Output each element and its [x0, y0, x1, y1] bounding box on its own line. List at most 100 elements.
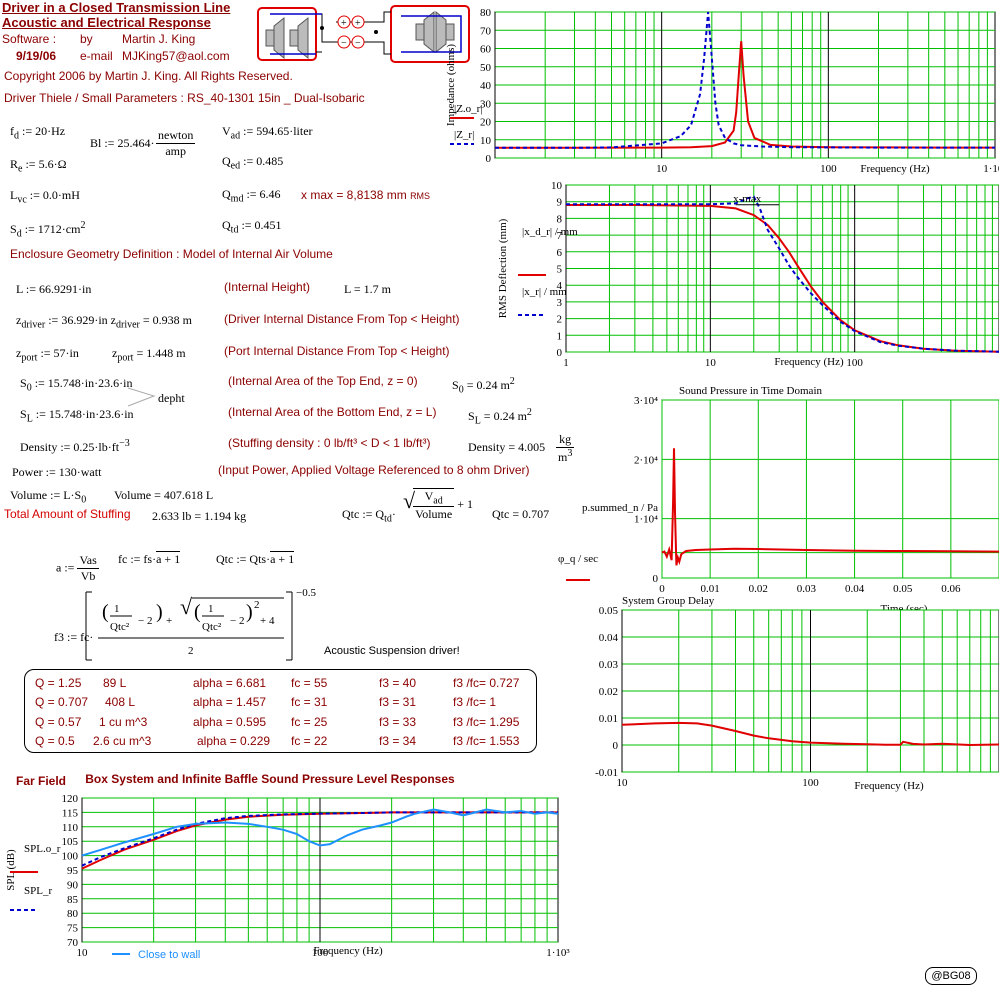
- param-re: Re := 5.6·Ω: [10, 157, 67, 175]
- cell-ratio: f3 /fc= 1.295: [453, 715, 520, 729]
- x-axis-label: Frequency (Hz): [854, 780, 924, 792]
- svg-text:+: +: [355, 18, 361, 29]
- y-axis-label: φ_q / sec: [558, 553, 598, 565]
- param-bl: Bl := 25.464·: [90, 136, 155, 150]
- y-tick-label: 95: [67, 865, 79, 877]
- cell-f3: f3 = 40: [379, 676, 417, 690]
- param-qtd: Qtd := 0.451: [222, 218, 282, 236]
- y-tick-label: 70: [67, 937, 79, 949]
- x-tick-label: 100: [846, 357, 863, 369]
- formula-fc: fc := fs·a + 1: [118, 551, 181, 566]
- stuffing-value: 2.633 lb = 1.194 kg: [152, 509, 247, 523]
- qtc-sqrt: √ Vad Volume + 1: [403, 488, 473, 522]
- x-tick-label: 1·10³: [546, 947, 570, 959]
- y-tick-label: 3·10⁴: [634, 395, 658, 407]
- table-row: Q = 1.25 89 L alpha = 6.681 fc = 55 f3 =…: [25, 676, 536, 694]
- series-line: [81, 811, 558, 867]
- legend-label: Close to wall: [138, 949, 200, 961]
- desc-S0: (Internal Area of the Top End, z = 0): [228, 374, 418, 388]
- software-label: Software :: [2, 32, 57, 46]
- cell-q: Q = 0.5: [35, 734, 75, 748]
- def-S0: S0 := 15.748·in·23.6·in: [20, 376, 133, 394]
- cell-f3: f3 = 34: [379, 734, 417, 748]
- legend-label: SPL.o_r: [24, 843, 61, 855]
- svg-text:Qtc²: Qtc²: [202, 621, 222, 633]
- x-tick-label: 10: [656, 163, 668, 175]
- svg-text:Qtc²: Qtc²: [110, 621, 130, 633]
- by-label: by: [80, 32, 93, 46]
- formula-a: a := Vas Vb: [56, 553, 99, 583]
- depth-note: depht: [158, 391, 185, 405]
- qtc-value: Qtc = 0.707: [492, 507, 550, 521]
- y-tick-label: 0.01: [599, 713, 618, 725]
- y-tick-label: 1: [557, 330, 563, 342]
- y-tick-label: 100: [62, 851, 79, 863]
- legend-label: |Z_r|: [454, 129, 474, 141]
- y-axis-label: RMS Deflection (mm): [497, 218, 509, 318]
- val-SL: SL = 0.24 m2: [468, 407, 532, 427]
- y-tick-label: 20: [480, 117, 492, 129]
- chart-title: System Group Delay: [622, 595, 715, 607]
- y-tick-label: 40: [480, 80, 492, 92]
- cell-q: Q = 1.25: [35, 676, 82, 690]
- y-tick-label: 1·10⁴: [634, 514, 658, 526]
- y-tick-label: 0.02: [599, 686, 618, 698]
- y-tick-label: 115: [62, 807, 79, 819]
- series-line: [81, 808, 559, 857]
- svg-text:(: (: [102, 601, 109, 623]
- y-tick-label: -0.01: [595, 767, 618, 779]
- y-tick-label: 80: [480, 7, 492, 19]
- spl-chart: 70 75 80 85 90 95 100 105 110 115 120 10 100 1·10³ Fre…: [5, 772, 570, 961]
- title-line-2: Acoustic and Electrical Response: [2, 15, 211, 30]
- y-tick-label: 3: [557, 297, 563, 309]
- y-tick-label: 85: [67, 894, 79, 906]
- legend-label: SPL_r: [24, 885, 52, 897]
- y-tick-label: 30: [480, 98, 492, 110]
- x-axis-label: Frequency (Hz): [860, 163, 930, 175]
- y-tick-label: 0: [653, 573, 659, 585]
- y-tick-label: 0.05: [599, 605, 619, 617]
- series-line: [495, 41, 995, 149]
- qtc-formula: Qtc := Qtd·: [342, 507, 396, 525]
- group-delay-chart: -0.01 0 0.01 0.02 0.03 0.04 0.05 10 100 Frequency…: [558, 553, 999, 792]
- x-tick-label: 0.01: [701, 583, 720, 595]
- email-address: MJKing57@aol.com: [122, 49, 230, 63]
- y-tick-label: 75: [67, 923, 79, 935]
- cell-volume: 408 L: [105, 695, 136, 709]
- y-tick-label: 10: [480, 135, 492, 147]
- y-tick-label: 7: [557, 230, 563, 242]
- y-tick-label: 0: [613, 740, 619, 752]
- q-alignment-table: Q = 1.25 89 L alpha = 6.681 fc = 55 f3 =…: [24, 669, 537, 753]
- geometry-heading: Enclosure Geometry Definition : Model of…: [10, 247, 333, 261]
- y-tick-label: 60: [480, 44, 492, 56]
- x-tick-label: 10: [617, 777, 629, 789]
- svg-text:√: √: [180, 594, 193, 619]
- def-volume: Volume := L·S0: [10, 488, 87, 506]
- series-line: [661, 448, 999, 566]
- y-tick-label: 6: [557, 247, 563, 259]
- author-name: Martin J. King: [122, 32, 196, 46]
- legend-label: |x_d_r| / mm: [522, 226, 578, 238]
- y-tick-label: 0.04: [599, 632, 619, 644]
- x-tick-label: 0.05: [893, 583, 913, 595]
- y-tick-label: 8: [557, 213, 563, 225]
- def-SL: SL := 15.748·in·23.6·in: [20, 407, 134, 425]
- x-tick-label: 10: [705, 357, 717, 369]
- x-tick-label: 1·10³: [983, 163, 999, 175]
- table-row: Q = 0.707 408 L alpha = 1.457 fc = 31 f3…: [25, 695, 536, 713]
- xmax-value: x max = 8,8138 mm RMS: [301, 188, 431, 202]
- svg-text:1: 1: [114, 603, 120, 615]
- y-tick-label: 4: [557, 280, 563, 292]
- param-qed: Qed := 0.485: [222, 154, 284, 172]
- y-tick-label: 80: [67, 908, 79, 920]
- series-line: [495, 11, 995, 149]
- param-bl-units: newton amp: [156, 128, 196, 158]
- x-tick-label: 1: [563, 357, 569, 369]
- chart-title: Sound Pressure in Time Domain: [679, 385, 823, 397]
- svg-text:−: −: [341, 38, 347, 49]
- x-tick-label: 100: [802, 777, 819, 789]
- schematic-left-box: [257, 7, 317, 61]
- table-row: Q = 0.57 1 cu m^3 alpha = 0.595 fc = 25 …: [25, 715, 536, 733]
- svg-text:): ): [246, 601, 253, 623]
